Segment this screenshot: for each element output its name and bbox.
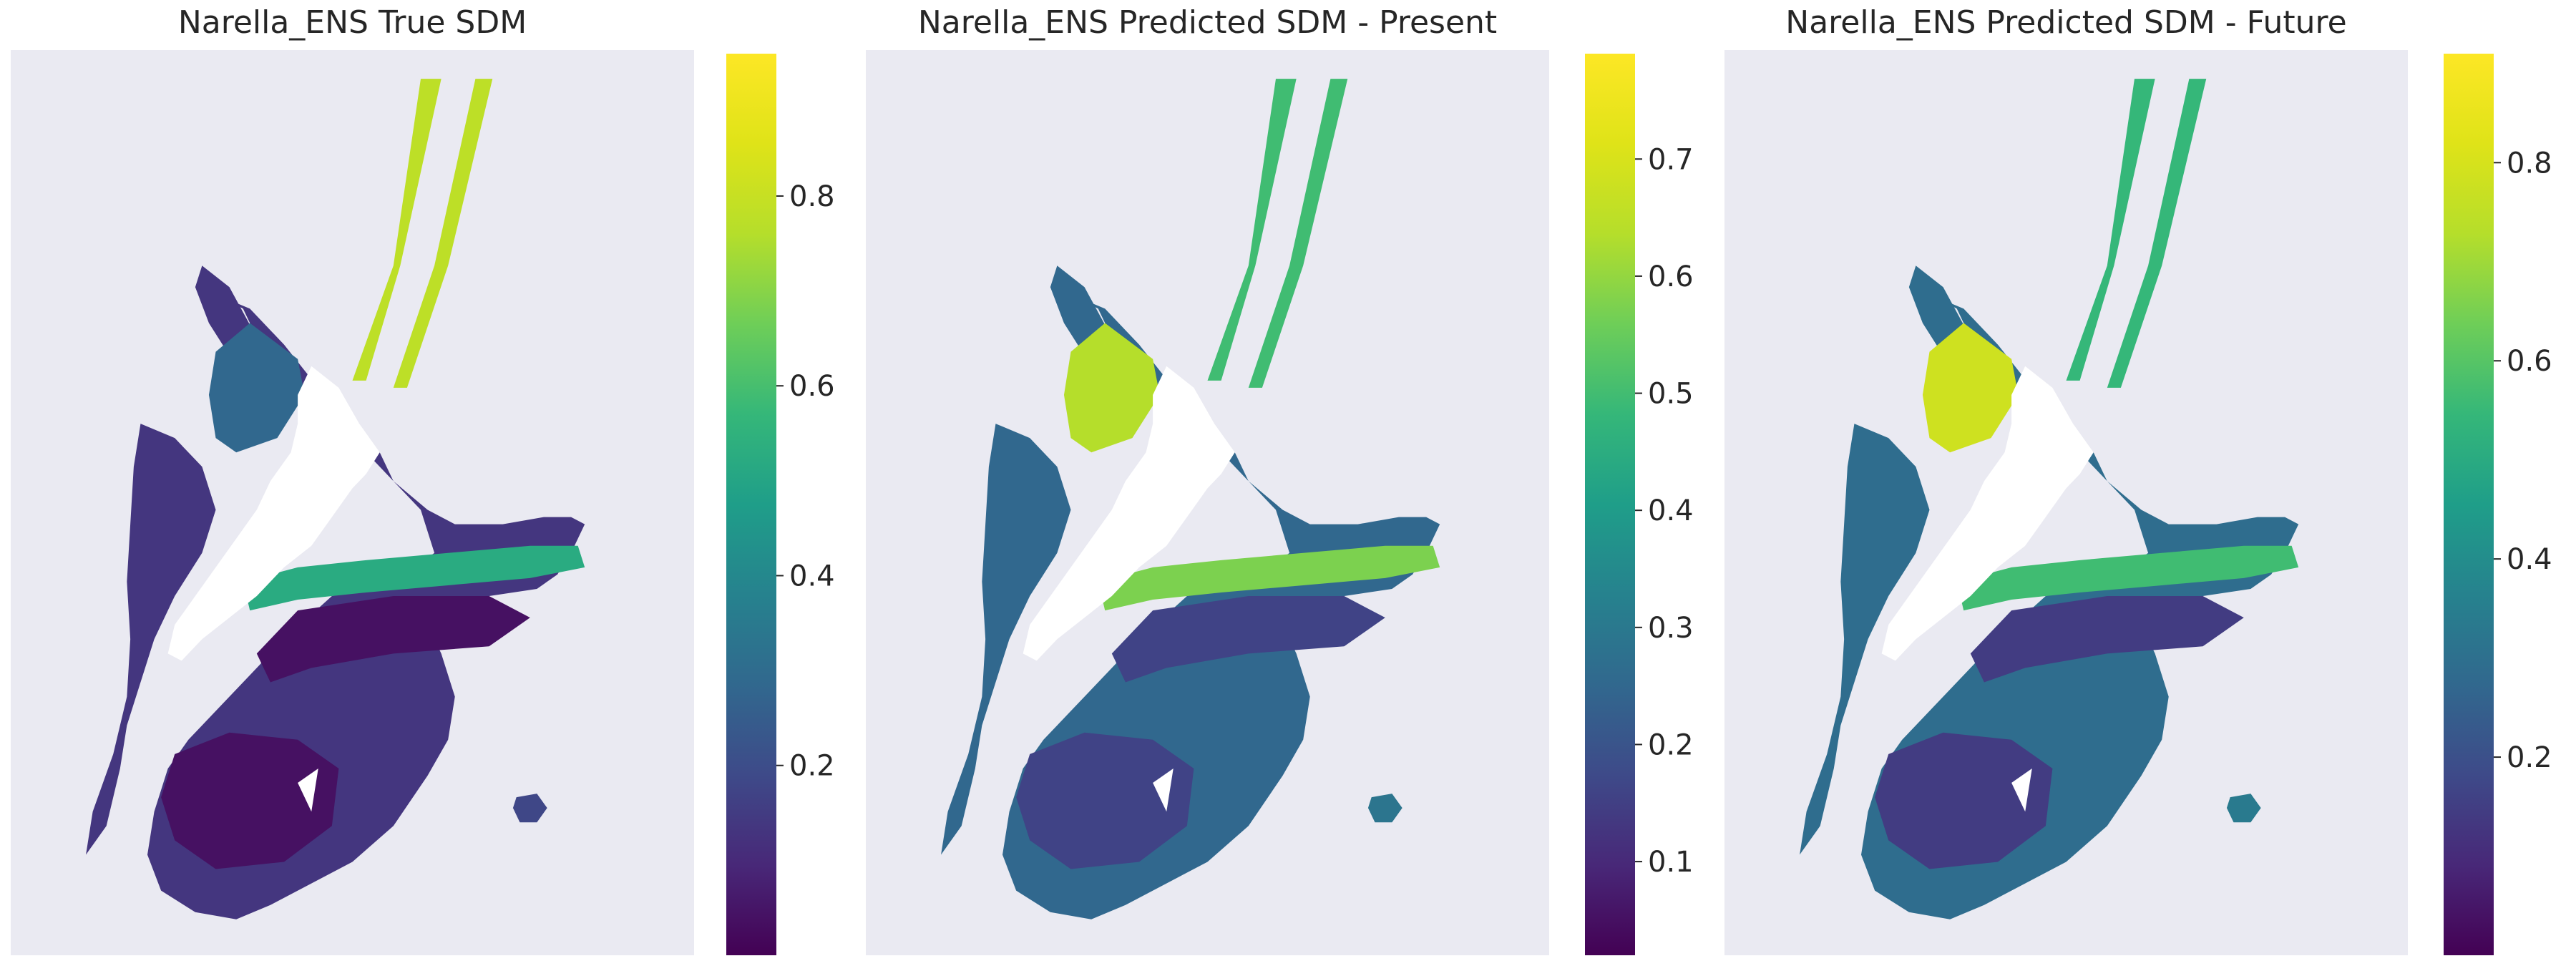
colorbar-tick-label: 0.5 <box>1648 378 1694 411</box>
colorbar-tick-label: 0.4 <box>2507 543 2552 576</box>
colorbar <box>726 54 776 955</box>
colorbar-tick-label: 0.1 <box>1648 846 1694 879</box>
colorbar <box>1585 54 1635 955</box>
colorbar-tick-label: 0.2 <box>789 750 835 783</box>
colorbar-tick-label: 0.8 <box>2507 147 2552 180</box>
chart-title: Narella_ENS Predicted SDM - Future <box>1785 4 2346 41</box>
chart-panel-3: Narella_ENS Predicted SDM - Future 0.2 0.4… <box>1724 4 2552 955</box>
chart-panel-1: Narella_ENS True SDM 0.2 0.4 0.6 0.8 <box>11 4 835 955</box>
colorbar-tick-label: 0.6 <box>789 370 835 403</box>
colorbar-tick-label: 0.3 <box>1648 612 1694 645</box>
colorbar-tick-label: 0.8 <box>789 180 835 213</box>
colorbar-tick-label: 0.2 <box>2507 741 2552 774</box>
colorbar-tick-label: 0.6 <box>2507 345 2552 378</box>
chart-panel-2: Narella_ENS Predicted SDM - Present 0.1 0.… <box>866 4 1694 955</box>
chart-title: Narella_ENS Predicted SDM - Present <box>918 4 1497 41</box>
colorbar-tick-label: 0.4 <box>1648 494 1694 527</box>
colorbar-tick-label: 0.2 <box>1648 728 1694 761</box>
colorbar-tick-label: 0.7 <box>1648 143 1694 176</box>
colorbar-tick-label: 0.4 <box>789 560 835 592</box>
chart-title: Narella_ENS True SDM <box>178 4 527 41</box>
colorbar <box>2444 54 2494 955</box>
colorbar-tick-label: 0.6 <box>1648 260 1694 293</box>
